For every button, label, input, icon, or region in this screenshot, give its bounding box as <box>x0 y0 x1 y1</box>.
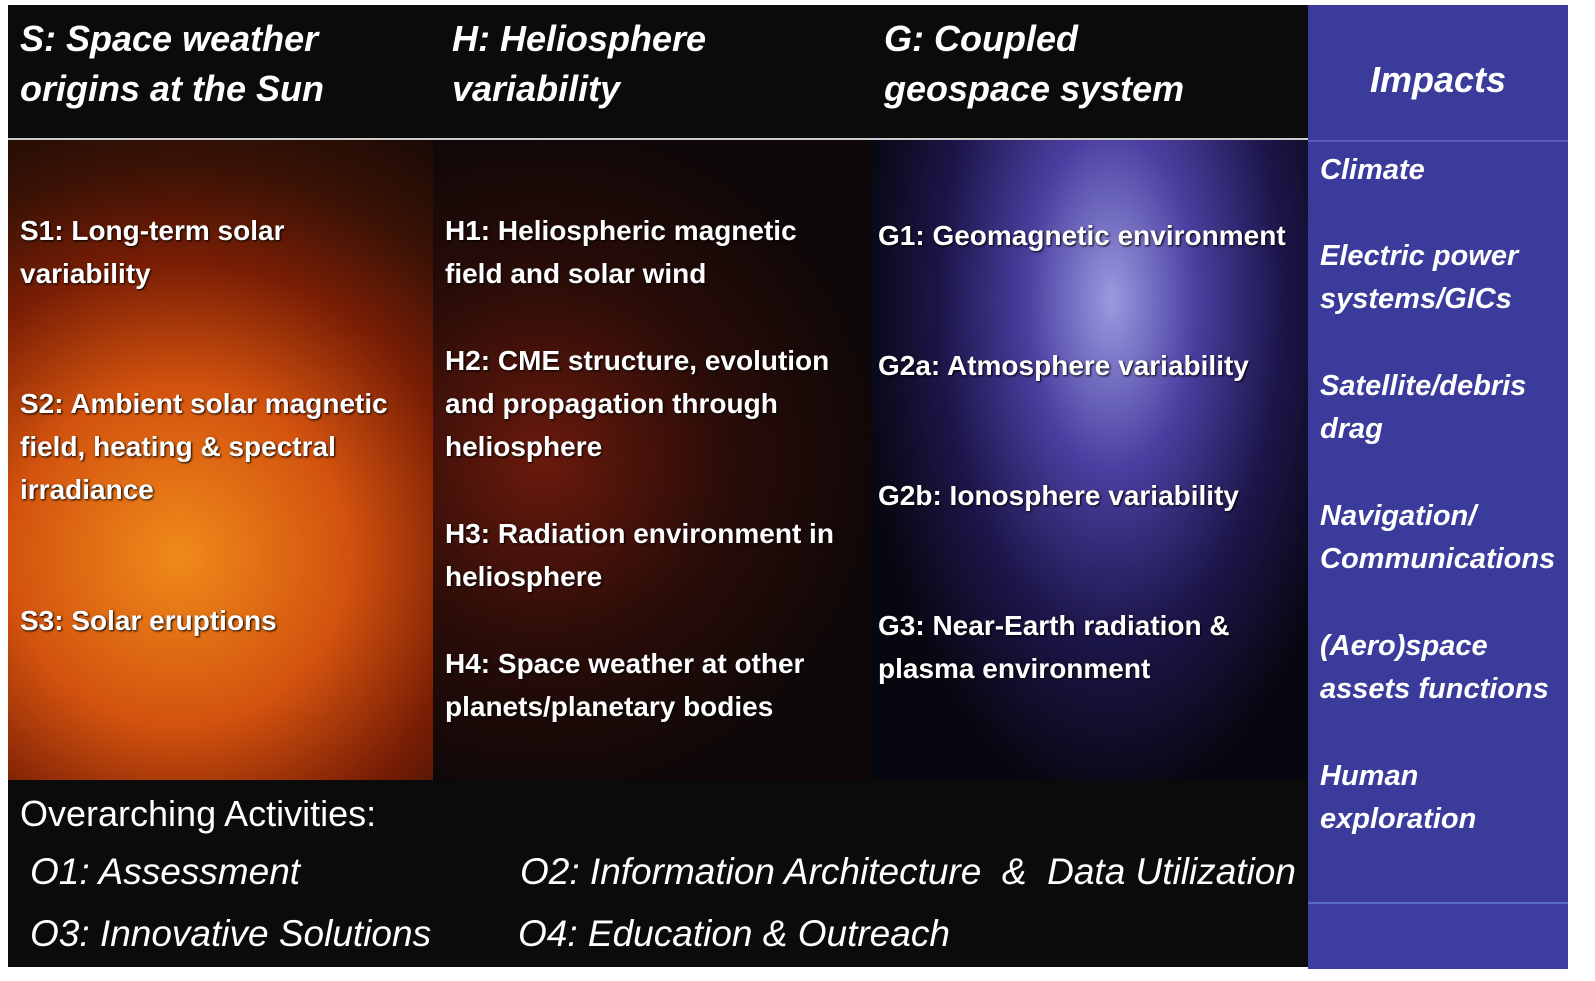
impacts-footer <box>1308 902 1568 969</box>
item: H4: Space weather at other planets/plane… <box>445 642 835 728</box>
header-rule <box>8 138 1308 140</box>
overarching-item: O2: Information Architecture & Data Util… <box>520 851 1296 893</box>
column-header: G: Coupled geospace system <box>884 14 1204 114</box>
impact: Human exploration <box>1320 755 1520 841</box>
impacts-title: Impacts <box>1308 55 1568 105</box>
item: G3: Near-Earth radiation & plasma enviro… <box>878 604 1278 690</box>
column-header: S: Space weather origins at the Sun <box>20 14 360 114</box>
item: H3: Radiation environment in heliosphere <box>445 512 860 598</box>
overarching-item: O4: Education & Outreach <box>518 913 950 955</box>
impact: Climate <box>1320 149 1560 192</box>
item: G2a: Atmosphere variability <box>878 344 1298 387</box>
overarching-title: Overarching Activities: <box>20 793 376 835</box>
impact: Navigation/ Communications <box>1320 495 1560 581</box>
column-header: H: Heliosphere variability <box>452 14 752 114</box>
item: S2: Ambient solar magnetic field, heatin… <box>20 382 420 511</box>
impact: (Aero)space assets functions <box>1320 625 1560 711</box>
item: S3: Solar eruptions <box>20 599 420 642</box>
impact: Electric power systems/GICs <box>1320 235 1560 321</box>
item: S1: Long-term solar variability <box>20 209 320 295</box>
overarching-item: O3: Innovative Solutions <box>30 913 431 955</box>
item: G1: Geomagnetic environment <box>878 214 1306 257</box>
overarching-item: O1: Assessment <box>30 851 300 893</box>
item: H2: CME structure, evolution and propaga… <box>445 339 855 468</box>
item: H1: Heliospheric magnetic field and sola… <box>445 209 825 295</box>
item: G2b: Ionosphere variability <box>878 474 1298 517</box>
diagram: S: Space weather origins at the Sun H: H… <box>0 0 1595 981</box>
impacts-header-rule <box>1308 140 1568 142</box>
impact: Satellite/debris drag <box>1320 365 1535 451</box>
